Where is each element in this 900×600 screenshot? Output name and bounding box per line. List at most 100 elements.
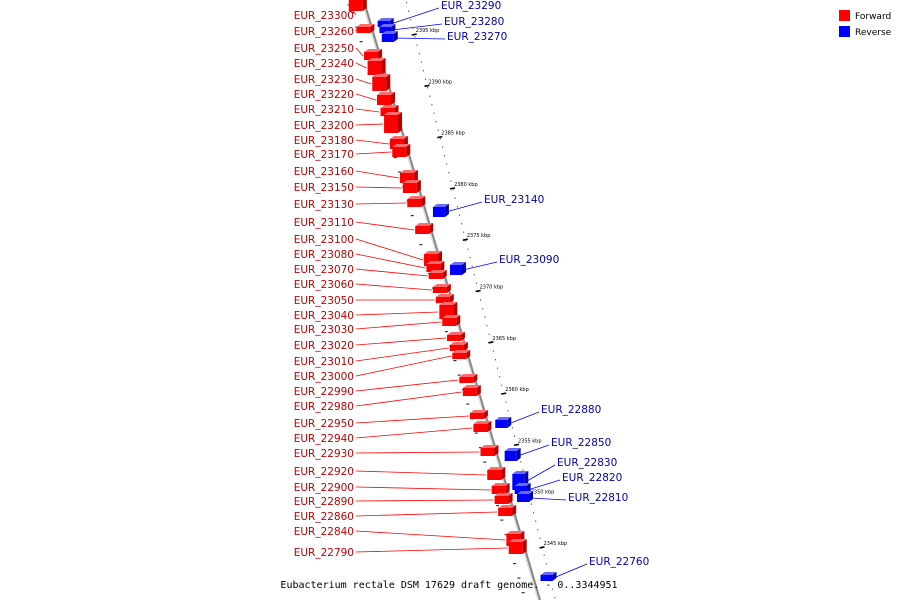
forward-gene-leader (355, 337, 446, 346)
forward-gene-leader (355, 253, 426, 269)
ruler-tick (488, 341, 494, 344)
forward-gene-label: EUR_23030 (294, 324, 354, 336)
reverse-gene-label: EUR_22880 (541, 404, 601, 416)
forward-gene (392, 144, 411, 157)
forward-gene-leader (355, 347, 449, 362)
forward-gene-label: EUR_23230 (294, 74, 354, 86)
forward-gene (372, 74, 391, 91)
forward-gene (356, 24, 375, 33)
forward-gene (435, 294, 454, 303)
reverse-gene (495, 417, 512, 428)
ruler-dot (408, 10, 410, 12)
forward-gene-leader (355, 62, 367, 69)
ruler-tick-label: 2380 kbp (454, 182, 478, 188)
ruler-dot (537, 529, 539, 531)
ruler-tick-label: 2365 kbp (492, 336, 516, 342)
forward-gene-leader (355, 108, 380, 113)
reverse-gene-label: EUR_23090 (499, 254, 559, 266)
forward-gene (415, 223, 434, 234)
forward-gene-leader (355, 530, 506, 541)
forward-gene (348, 0, 367, 11)
ruler-tick-label: 2350 kbp (531, 490, 555, 496)
reverse-gene-leader (462, 261, 498, 271)
ruler-dot (458, 214, 460, 216)
forward-gene (494, 493, 513, 504)
ruler-tick-label: 2390 kbp (429, 79, 453, 85)
forward-gene-label: EUR_23160 (294, 166, 354, 178)
ruler-tick (437, 135, 443, 139)
reverse-gene-label: EUR_22830 (557, 457, 617, 469)
ruler-dot (454, 197, 456, 199)
ruler-dot (473, 274, 475, 276)
forward-gene (487, 467, 506, 480)
reverse-gene-label: EUR_22820 (562, 472, 622, 484)
track-mark (351, 12, 355, 14)
reverse-gene (540, 572, 557, 581)
reverse-gene-leader (529, 497, 567, 501)
ruler-dot (433, 112, 435, 114)
track-mark (500, 519, 504, 521)
ruler-dot (420, 61, 422, 63)
ruler-dot (463, 231, 465, 233)
forward-genes: EUR_23300 EUR_23260 EUR_23250 EUR_23240 EUR_… (294, 0, 527, 559)
ruler-dot (533, 512, 535, 514)
reverse-gene-leader (392, 23, 443, 31)
ruler-dot (471, 265, 473, 267)
forward-gene-leader (347, 3, 357, 16)
ruler-dot (475, 282, 477, 284)
track-mark (513, 563, 517, 565)
forward-gene-label: EUR_23110 (294, 217, 354, 229)
ruler-dot (461, 223, 463, 225)
forward-gene-leader (355, 379, 459, 392)
ruler-dot (442, 146, 444, 148)
forward-gene-leader (355, 511, 498, 517)
forward-gene-label: EUR_22840 (294, 526, 354, 538)
ruler-dot (448, 172, 450, 174)
forward-gene-label: EUR_23070 (294, 264, 354, 276)
forward-gene-label: EUR_23220 (294, 89, 354, 101)
forward-gene-label: EUR_23130 (294, 199, 354, 211)
forward-gene (480, 445, 499, 456)
ruler-dot (437, 129, 439, 131)
forward-gene (446, 332, 465, 341)
track-mark (393, 157, 397, 159)
reverse-gene-label: EUR_23290 (441, 0, 501, 12)
forward-gene (367, 58, 386, 75)
track-mark (398, 171, 402, 173)
forward-gene-label: EUR_23250 (294, 43, 354, 55)
ruler-dot (554, 597, 556, 599)
ruler-dot (530, 503, 532, 505)
forward-gene-leader (355, 268, 428, 277)
ruler-dot (505, 401, 507, 403)
reverse-gene-leader (508, 411, 540, 425)
forward-gene (364, 49, 383, 60)
legend-reverse-label: Reverse (855, 28, 892, 38)
forward-gene-leader (355, 29, 357, 32)
ruler-tick-label: 2385 kbp (441, 131, 465, 137)
reverse-gene-label: EUR_22850 (551, 437, 611, 449)
forward-gene-leader (355, 451, 480, 454)
track-mark (466, 403, 470, 405)
forward-gene (376, 92, 395, 105)
reverse-gene (517, 491, 534, 502)
forward-gene-leader (355, 221, 415, 231)
track-mark (419, 244, 423, 246)
forward-gene-label: EUR_23240 (294, 58, 354, 70)
reverse-gene-label: EUR_23140 (484, 194, 544, 206)
track-mark (517, 577, 521, 579)
forward-gene (459, 374, 478, 383)
track-mark (483, 461, 487, 463)
ruler-dot (501, 384, 503, 386)
ruler-dot (507, 410, 509, 412)
reverse-gene (432, 204, 449, 217)
ruler-dot (522, 469, 524, 471)
forward-gene-leader (355, 151, 392, 155)
forward-gene-label: EUR_22990 (294, 386, 354, 398)
reverse-gene (381, 31, 398, 42)
ruler-dot (405, 2, 407, 4)
reverse-gene (504, 448, 521, 461)
legend-forward-swatch (839, 10, 850, 21)
ruler-dot (480, 299, 482, 301)
ruler-dot (552, 588, 554, 590)
track-mark (359, 41, 363, 43)
